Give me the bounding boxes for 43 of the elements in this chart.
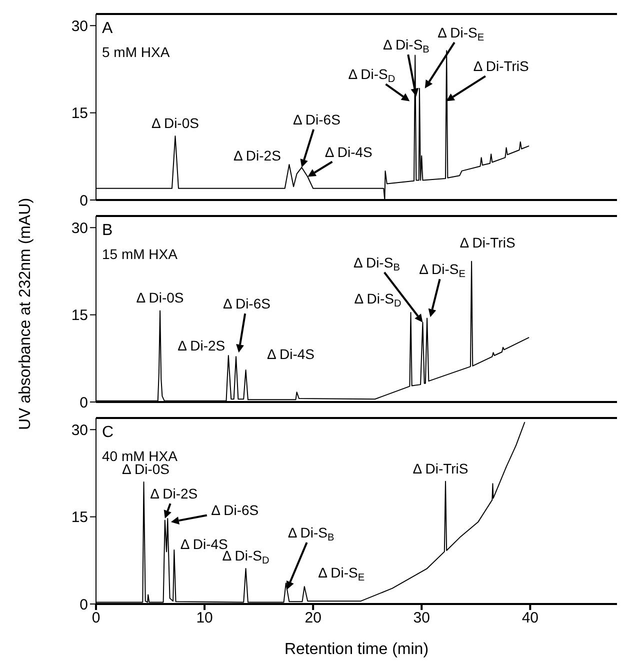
x-tick-label: 20: [304, 610, 322, 627]
x-tick-label: 10: [196, 610, 213, 627]
text: 15 mM HXA: [102, 246, 178, 262]
annotation: Δ Di-4S: [180, 536, 228, 552]
y-tick-label: 30: [71, 220, 88, 237]
annotation: Δ Di-S$_{E}$: [438, 24, 484, 44]
annotation: Δ Di-S$_{B}$: [382, 36, 430, 56]
x-axis-title: Retention time (min): [284, 641, 429, 658]
y-tick-label: 15: [71, 509, 88, 526]
y-tick-label: 30: [71, 422, 88, 439]
annotation: Δ Di-4S: [324, 144, 372, 160]
y-tick-label: 15: [71, 307, 88, 324]
annotation: Δ Di-2S: [178, 338, 226, 354]
y-tick-label: 0: [80, 192, 88, 210]
annotation: Δ Di-S$_{D}$: [348, 66, 396, 86]
text: 5 mM HXA: [102, 44, 170, 60]
annotation: Δ Di-6S: [292, 111, 340, 128]
annotation: Δ Di-S$_{E}$: [318, 564, 365, 584]
y-tick-label: 15: [71, 105, 88, 122]
y-axis-title: UV absorbance at 232nm (mAU): [17, 198, 35, 430]
annotation: Δ Di-TriS: [460, 234, 516, 250]
y-tick-label: 0: [80, 394, 88, 412]
y-tick-label: 30: [71, 18, 88, 35]
y-tick-label: 0: [80, 596, 88, 614]
annotation: Δ Di-TriS: [473, 58, 529, 74]
annotation: Δ Di-0S: [136, 290, 184, 306]
annotation: Δ Di-S$_{D}$: [354, 290, 402, 310]
annotation: Δ Di-2S: [150, 486, 198, 502]
chart-title: C: [102, 424, 114, 440]
chart-title: A: [102, 20, 113, 36]
annotation: Δ Di-4S: [267, 346, 315, 362]
annotation: Δ Di-S$_{E}$: [419, 261, 466, 280]
annotation: Δ Di-TriS: [412, 460, 468, 476]
chart-title: B: [102, 222, 113, 238]
x-tick-label: 0: [92, 610, 100, 627]
annotation: Δ Di-6S: [211, 502, 259, 518]
annotation: Δ Di-2S: [233, 148, 281, 164]
x-tick-label: 40: [522, 610, 539, 627]
x-tick-label: 30: [413, 610, 430, 627]
annotation: Δ Di-S$_{B}$: [288, 524, 335, 544]
annotation: Δ Di-S$_{B}$: [353, 254, 400, 274]
annotation: Δ Di-0S: [151, 115, 199, 132]
annotation: Δ Di-6S: [222, 296, 270, 312]
